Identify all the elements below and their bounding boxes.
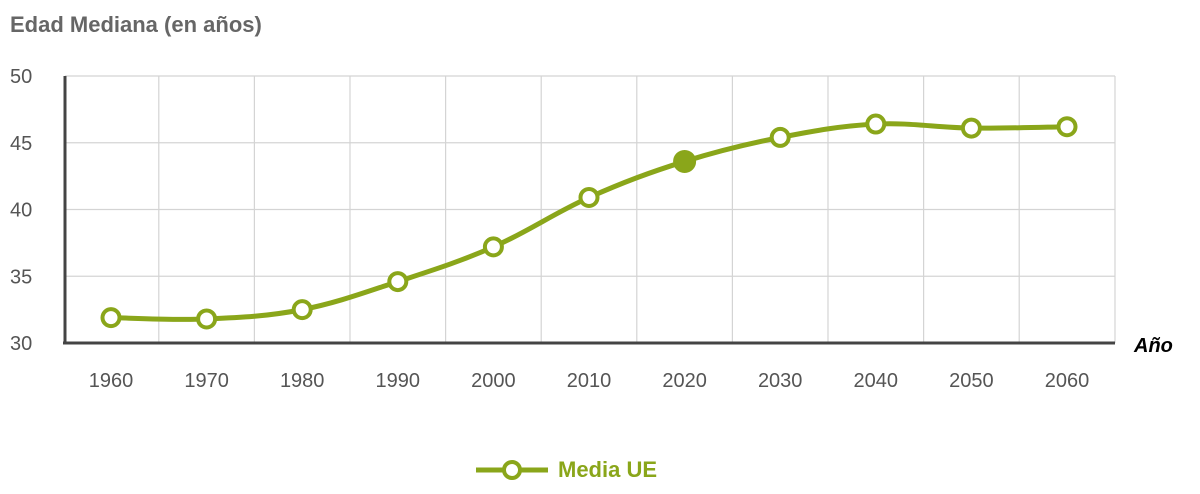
- data-point: [960, 117, 982, 139]
- x-tick-label: 2030: [758, 370, 803, 392]
- x-tick-label: 2010: [567, 370, 612, 392]
- grid-lines: [65, 75, 1116, 343]
- data-point: [387, 271, 409, 293]
- data-point: [865, 113, 887, 135]
- y-tick-label: 35: [10, 266, 32, 288]
- data-point-highlight: [673, 149, 697, 173]
- legend-label: Media UE: [558, 457, 657, 482]
- data-point: [100, 307, 122, 329]
- data-point: [291, 299, 313, 321]
- x-tick-label: 1980: [280, 370, 325, 392]
- legend: Media UE: [476, 457, 657, 482]
- y-tick-label: 40: [10, 200, 32, 222]
- legend-marker: [502, 460, 522, 480]
- y-tick-label: 45: [10, 133, 32, 155]
- data-point: [482, 236, 504, 258]
- x-tick-label: 2060: [1045, 370, 1090, 392]
- x-axis-label: Año: [1133, 335, 1173, 357]
- series-media-ue: [100, 113, 1078, 330]
- x-tick-label: 2050: [949, 370, 994, 392]
- y-tick-label: 30: [10, 333, 32, 355]
- x-tick-label: 2040: [854, 370, 899, 392]
- data-point: [196, 308, 218, 330]
- x-tick-label: 2000: [471, 370, 516, 392]
- x-tick-label: 2020: [662, 370, 707, 392]
- chart-title: Edad Mediana (en años): [10, 12, 262, 37]
- x-tick-label: 1970: [184, 370, 229, 392]
- y-tick-label: 50: [10, 66, 32, 88]
- axes: [63, 76, 1115, 345]
- x-axis-ticks: 1960 1970 1980 1990 2000 2010 2020 2030 2040 2050…: [89, 370, 1090, 392]
- x-tick-label: 1990: [376, 370, 421, 392]
- data-point: [578, 186, 600, 208]
- y-axis-ticks: 30 35 40 45 50: [10, 66, 32, 355]
- data-point: [769, 126, 791, 148]
- x-tick-label: 1960: [89, 370, 134, 392]
- data-point: [1056, 116, 1078, 138]
